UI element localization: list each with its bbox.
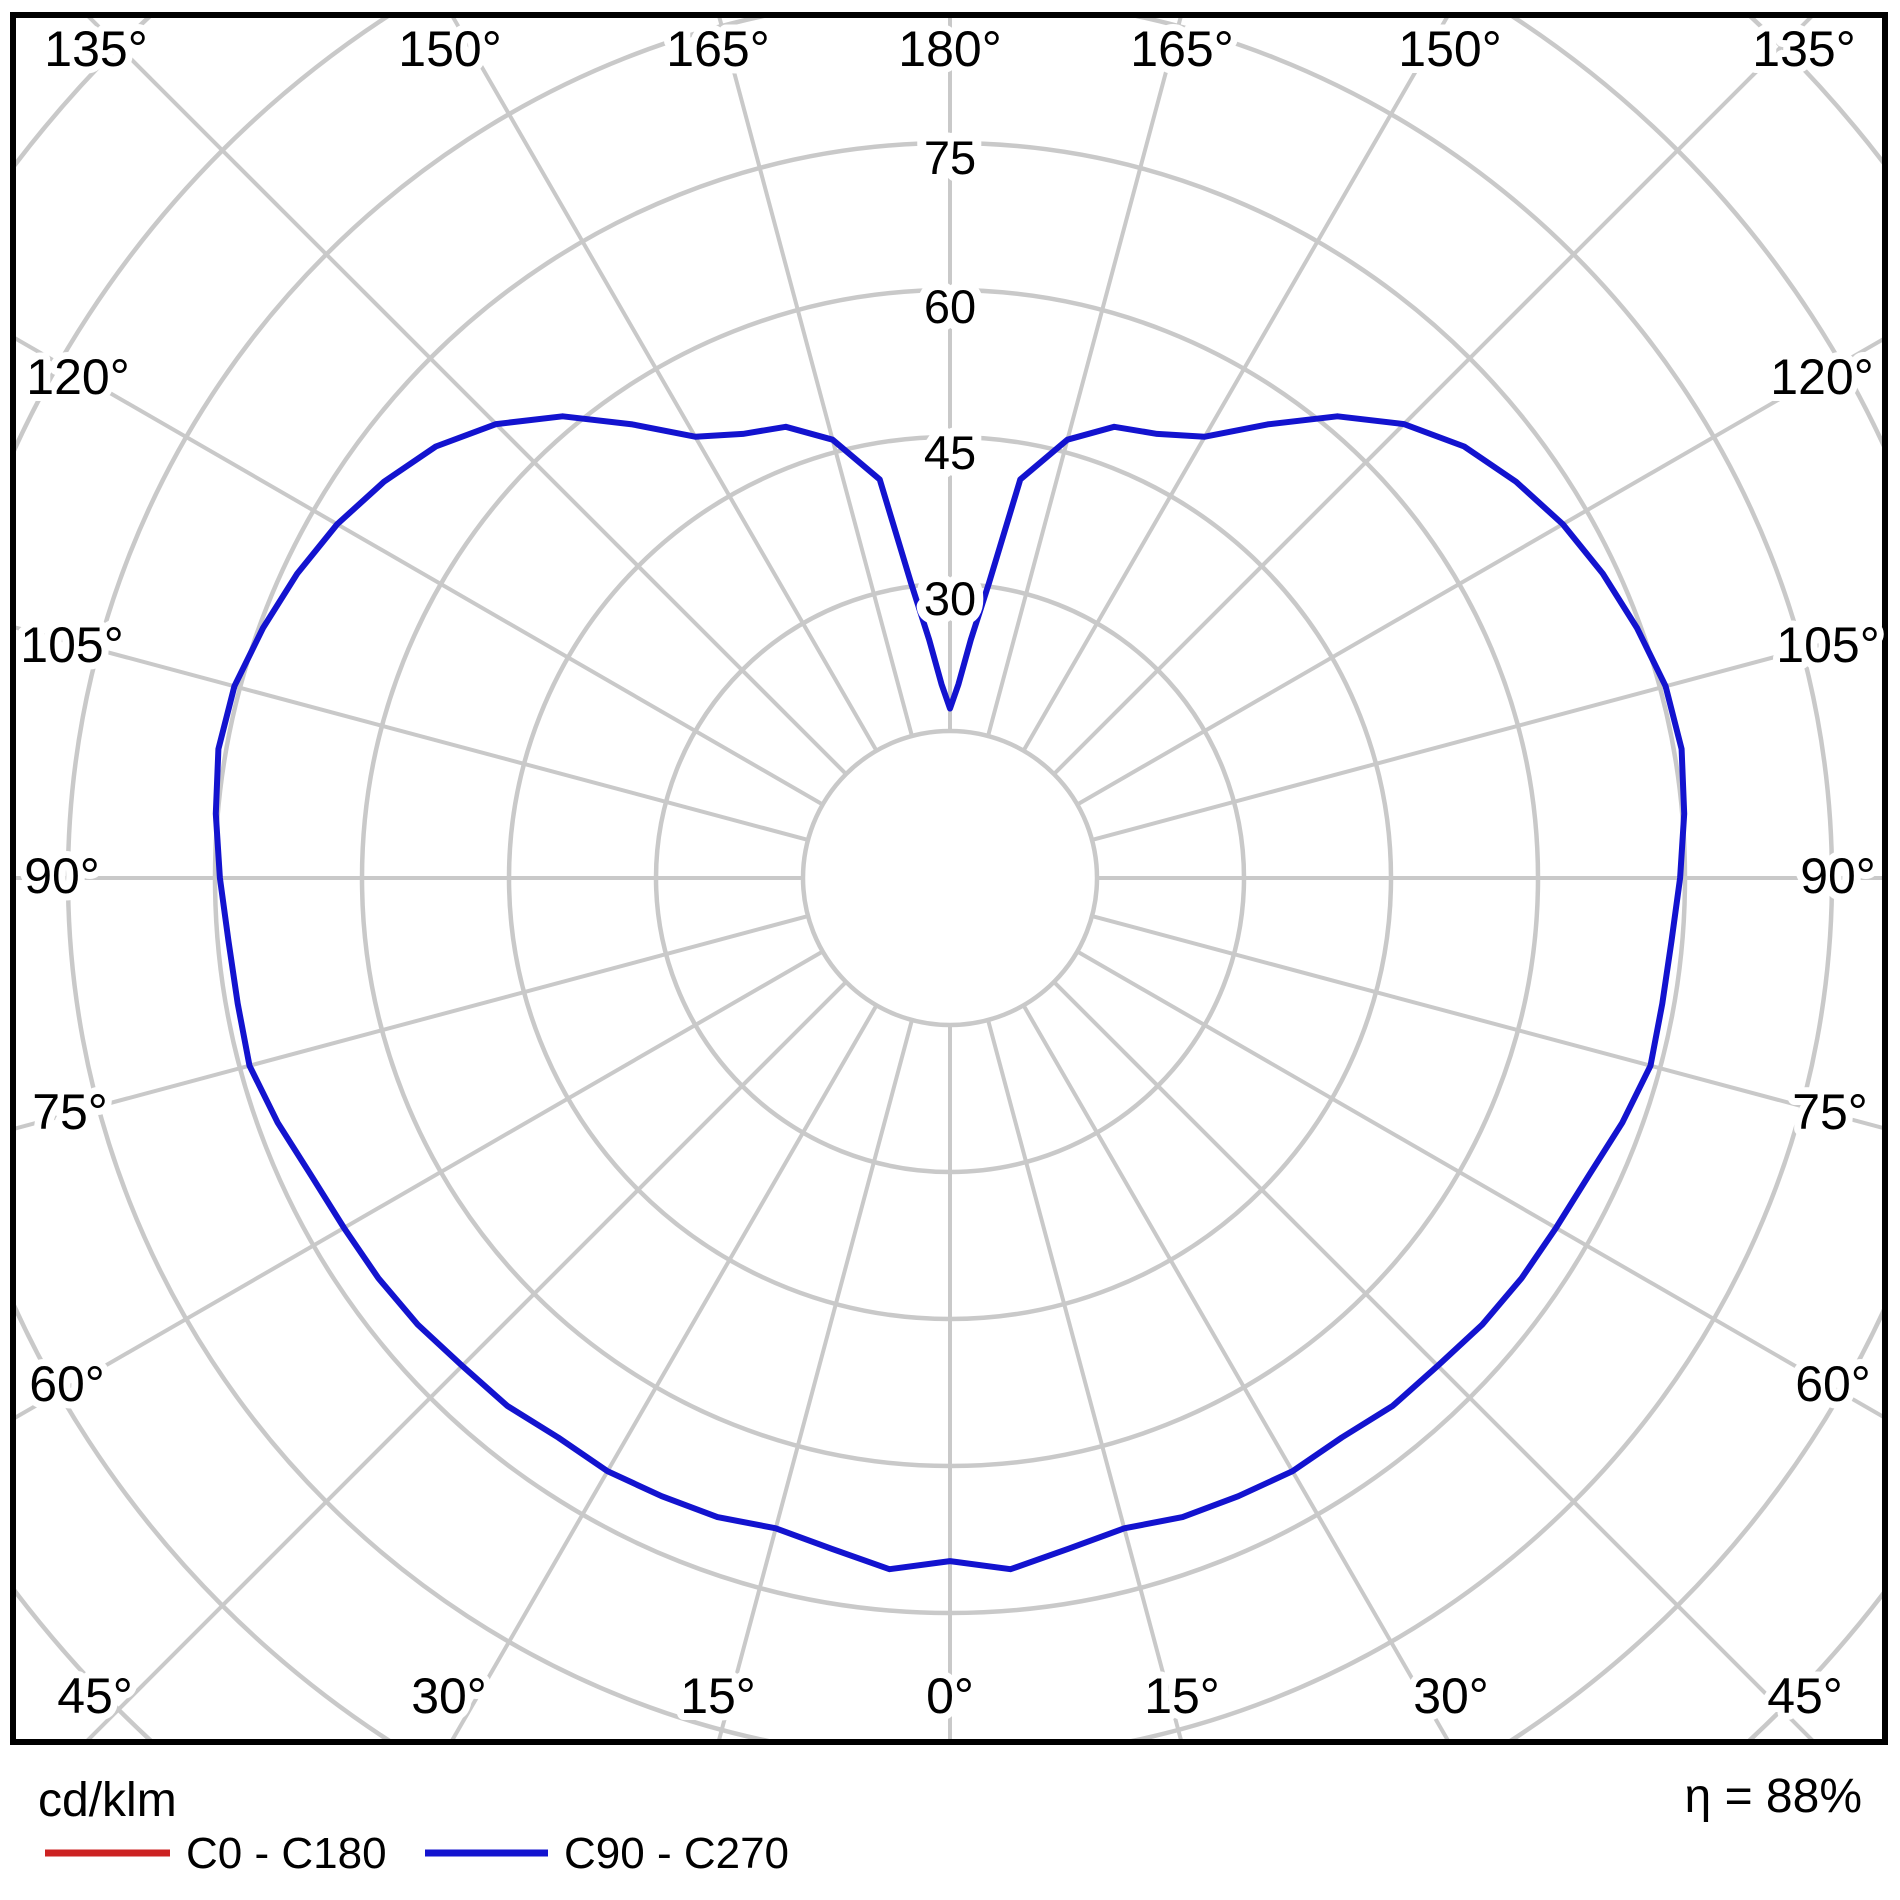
grid-ray-150deg bbox=[1021, 1004, 1450, 1739]
angle-label-right-3: 75° bbox=[1792, 1084, 1868, 1140]
legend: C0 - C180 C90 - C270 bbox=[45, 1829, 789, 1878]
radial-tick-label-45: 45 bbox=[924, 426, 976, 479]
grid-ray-255deg bbox=[16, 914, 809, 1131]
angle-label-top-5: 150° bbox=[1398, 21, 1501, 77]
grid-ray-165deg bbox=[986, 1019, 1183, 1739]
angle-label-top-3: 180° bbox=[898, 21, 1001, 77]
grid-ring-15 bbox=[800, 728, 1100, 1028]
radial-tick-label-75: 75 bbox=[924, 131, 976, 184]
angle-label-right-1: 105° bbox=[1776, 617, 1879, 673]
angle-label-top-4: 165° bbox=[1130, 21, 1233, 77]
grid-ray-135deg bbox=[1052, 980, 1814, 1739]
angle-label-top-2: 165° bbox=[666, 21, 769, 77]
angle-label-bottom-4: 15° bbox=[1144, 1668, 1220, 1724]
angle-label-right-4: 60° bbox=[1795, 1356, 1871, 1412]
legend-label-c0-c180: C0 - C180 bbox=[186, 1829, 387, 1878]
grid-ray-315deg bbox=[87, 18, 848, 776]
grid-ray-345deg bbox=[717, 18, 914, 737]
legend-label-c90-c270: C90 - C270 bbox=[564, 1829, 789, 1878]
grid-ray-240deg bbox=[16, 949, 824, 1420]
grid-ray-195deg bbox=[717, 1019, 914, 1739]
grid-ray-330deg bbox=[451, 18, 879, 752]
units-label: cd/klm bbox=[38, 1774, 177, 1827]
angle-label-left-1: 105° bbox=[20, 617, 123, 673]
angle-label-bottom-5: 30° bbox=[1413, 1668, 1489, 1724]
grid-ray-210deg bbox=[450, 1004, 879, 1739]
angle-label-bottom-1: 30° bbox=[411, 1668, 487, 1724]
grid-ray-15deg bbox=[986, 18, 1183, 737]
angle-label-top-0: 135° bbox=[44, 21, 147, 77]
radial-tick-label-30: 30 bbox=[924, 572, 976, 625]
angle-label-top-6: 135° bbox=[1752, 21, 1855, 77]
curve-c90-c270 bbox=[212, 413, 1688, 1573]
angle-label-left-0: 120° bbox=[26, 349, 129, 405]
angle-label-bottom-0: 45° bbox=[57, 1668, 133, 1724]
curve-layer bbox=[212, 413, 1688, 1573]
grid-ray-75deg bbox=[1091, 626, 1882, 842]
angle-label-left-2: 90° bbox=[24, 848, 100, 904]
grid-ray-105deg bbox=[1091, 914, 1882, 1130]
grid-ray-30deg bbox=[1021, 18, 1449, 752]
grid-ray-225deg bbox=[86, 980, 848, 1739]
angle-label-left-3: 75° bbox=[32, 1084, 108, 1140]
labels-layer: 135° 150° 165° 180° 165° 150° 135° 45° 30° 15° 0° 1… bbox=[13, 14, 1886, 1731]
angle-label-bottom-2: 15° bbox=[680, 1668, 756, 1724]
radial-tick-label-60: 60 bbox=[924, 280, 976, 333]
grid-ray-45deg bbox=[1052, 18, 1813, 776]
angle-label-left-4: 60° bbox=[29, 1356, 105, 1412]
plot-frame bbox=[10, 12, 1888, 1745]
grid-ray-120deg bbox=[1076, 949, 1882, 1419]
angle-label-bottom-6: 45° bbox=[1767, 1668, 1843, 1724]
angle-label-top-1: 150° bbox=[398, 21, 501, 77]
angle-label-right-2: 90° bbox=[1800, 848, 1876, 904]
grid-ray-60deg bbox=[1076, 337, 1882, 807]
grid-ray-300deg bbox=[16, 336, 824, 807]
angle-label-right-0: 120° bbox=[1770, 349, 1873, 405]
grid-ray-285deg bbox=[16, 625, 809, 842]
efficiency-label: η = 88% bbox=[1685, 1770, 1862, 1823]
angle-label-bottom-3: 0° bbox=[926, 1668, 974, 1724]
